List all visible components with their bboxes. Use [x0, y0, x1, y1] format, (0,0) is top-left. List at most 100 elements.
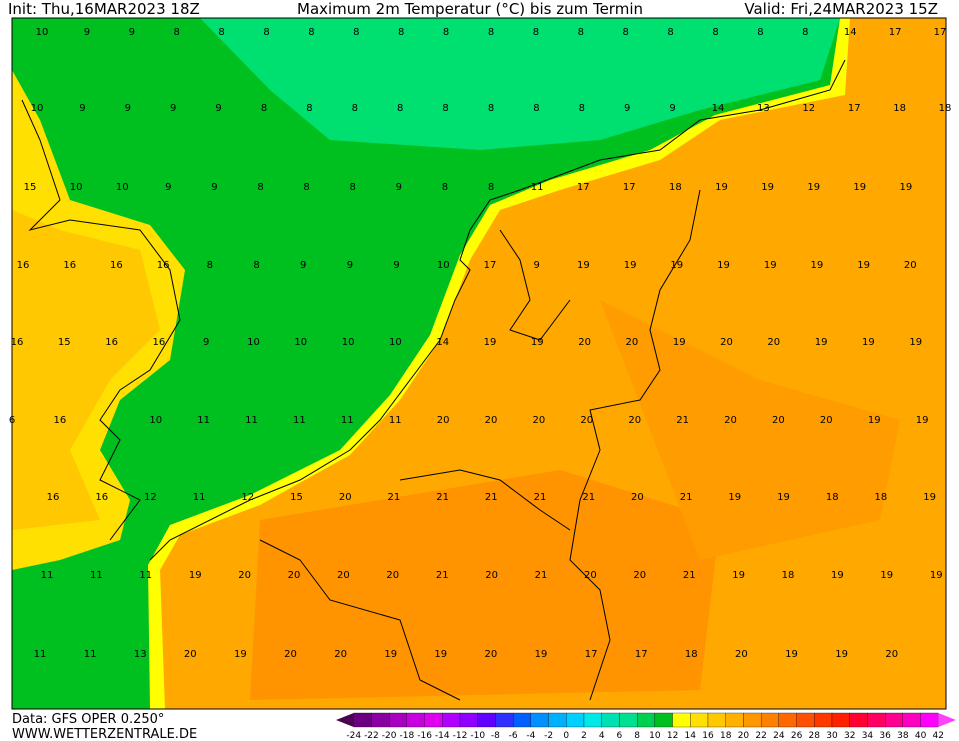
colorbar-box — [495, 712, 514, 728]
temperature-value: 9 — [203, 337, 209, 348]
temperature-value: 14 — [712, 103, 725, 114]
colorbar-label: 42 — [933, 731, 944, 741]
colorbar-box — [831, 712, 850, 728]
temperature-value: 20 — [578, 337, 591, 348]
temperature-value: 18 — [875, 492, 888, 503]
temperature-value: 19 — [868, 415, 881, 426]
temperature-value: 8 — [533, 27, 539, 38]
temperature-value: 9 — [669, 103, 675, 114]
temperature-value: 8 — [757, 27, 763, 38]
colorbar-box — [548, 712, 567, 728]
temperature-value: 18 — [782, 570, 795, 581]
temperature-value: 17 — [848, 103, 861, 114]
colorbar-box — [530, 712, 549, 728]
temperature-value: 9 — [165, 182, 171, 193]
temperature-value: 18 — [893, 103, 906, 114]
temperature-value: 9 — [300, 260, 306, 271]
colorbar-label: 10 — [649, 731, 661, 741]
temperature-value: 8 — [712, 27, 718, 38]
colorbar-box — [566, 712, 585, 728]
init-label: Init: Thu,16MAR2023 18Z — [8, 0, 200, 18]
temperature-value: 9 — [347, 260, 353, 271]
temperature-value: 13 — [134, 649, 147, 660]
temperature-value: 19 — [732, 570, 745, 581]
temperature-value: 8 — [579, 103, 585, 114]
temperature-value: 19 — [189, 570, 202, 581]
colorbar-box — [601, 712, 620, 728]
colorbar-box — [406, 712, 425, 728]
colorbar-label: 34 — [862, 731, 874, 741]
temperature-value: 19 — [577, 260, 590, 271]
temperature-value: 8 — [174, 27, 180, 38]
temperature-value: 19 — [673, 337, 686, 348]
temperature-value: 8 — [488, 103, 494, 114]
temperature-value: 8 — [261, 103, 267, 114]
temperature-value: 19 — [535, 649, 548, 660]
temperature-value: 8 — [218, 27, 224, 38]
temperature-value: 10 — [247, 337, 260, 348]
temperature-value: 9 — [129, 27, 135, 38]
temperature-value: 17 — [889, 27, 902, 38]
temperature-value: 18 — [669, 182, 682, 193]
site-url: WWW.WETTERZENTRALE.DE — [12, 727, 197, 741]
colorbar-arrow — [336, 713, 354, 727]
temperature-value: 20 — [724, 415, 737, 426]
colorbar-label: 30 — [826, 731, 838, 741]
colorbar-label: -20 — [382, 731, 397, 741]
temperature-value: 8 — [802, 27, 808, 38]
temperature-value: 20 — [904, 260, 917, 271]
temperature-value: 20 — [485, 649, 498, 660]
colorbar-label: 38 — [897, 731, 909, 741]
temperature-value: 18 — [939, 103, 952, 114]
temperature-value: 19 — [880, 570, 893, 581]
temperature-value: 9 — [211, 182, 217, 193]
temperature-value: 10 — [31, 103, 44, 114]
colorbar-label: 36 — [879, 731, 891, 741]
temperature-value: 17 — [635, 649, 648, 660]
temperature-value: 8 — [353, 27, 359, 38]
colorbar-label: -24 — [346, 731, 361, 741]
temperature-value: 20 — [628, 415, 641, 426]
temperature-value: 19 — [764, 260, 777, 271]
temperature-value: 19 — [857, 260, 870, 271]
colorbar-box — [920, 712, 939, 728]
temperature-value: 8 — [623, 27, 629, 38]
temperature-value: 19 — [531, 337, 544, 348]
temperature-value: 18 — [826, 492, 839, 503]
temperature-value: 8 — [257, 182, 263, 193]
temperature-value: 8 — [303, 182, 309, 193]
temperature-value: 13 — [757, 103, 770, 114]
temperature-value: 9 — [170, 103, 176, 114]
temperature-value: 8 — [488, 182, 494, 193]
colorbar-label: 14 — [685, 731, 697, 741]
colorbar-box — [388, 712, 408, 728]
temperature-value: 19 — [715, 182, 728, 193]
temperature-value: 8 — [350, 182, 356, 193]
temperature-value: 19 — [807, 182, 820, 193]
temperature-value: 9 — [79, 103, 85, 114]
temperature-value: 10 — [149, 415, 162, 426]
temperature-value: 8 — [253, 260, 259, 271]
colorbar-box — [371, 712, 390, 728]
temperature-value: 11 — [90, 570, 103, 581]
temperature-value: 12 — [241, 492, 254, 503]
colorbar-box — [760, 712, 780, 728]
colorbar-box — [583, 712, 602, 728]
temperature-value: 14 — [844, 27, 857, 38]
colorbar-label: -14 — [435, 731, 450, 741]
colorbar-label: 40 — [915, 731, 927, 741]
temperature-value: 11 — [293, 415, 306, 426]
temperature-value: 19 — [862, 337, 875, 348]
colorbar-label: -4 — [526, 731, 535, 741]
temperature-value: 11 — [84, 649, 97, 660]
colorbar-label: 20 — [738, 731, 750, 741]
temperature-value: 18 — [685, 649, 698, 660]
temperature-value: 15 — [290, 492, 303, 503]
temperature-value: 19 — [384, 649, 397, 660]
temperature-value: 21 — [680, 492, 693, 503]
temperature-value: 16 — [63, 260, 76, 271]
temperature-value: 10 — [437, 260, 450, 271]
temperature-value: 20 — [288, 570, 301, 581]
temperature-value: 8 — [442, 182, 448, 193]
